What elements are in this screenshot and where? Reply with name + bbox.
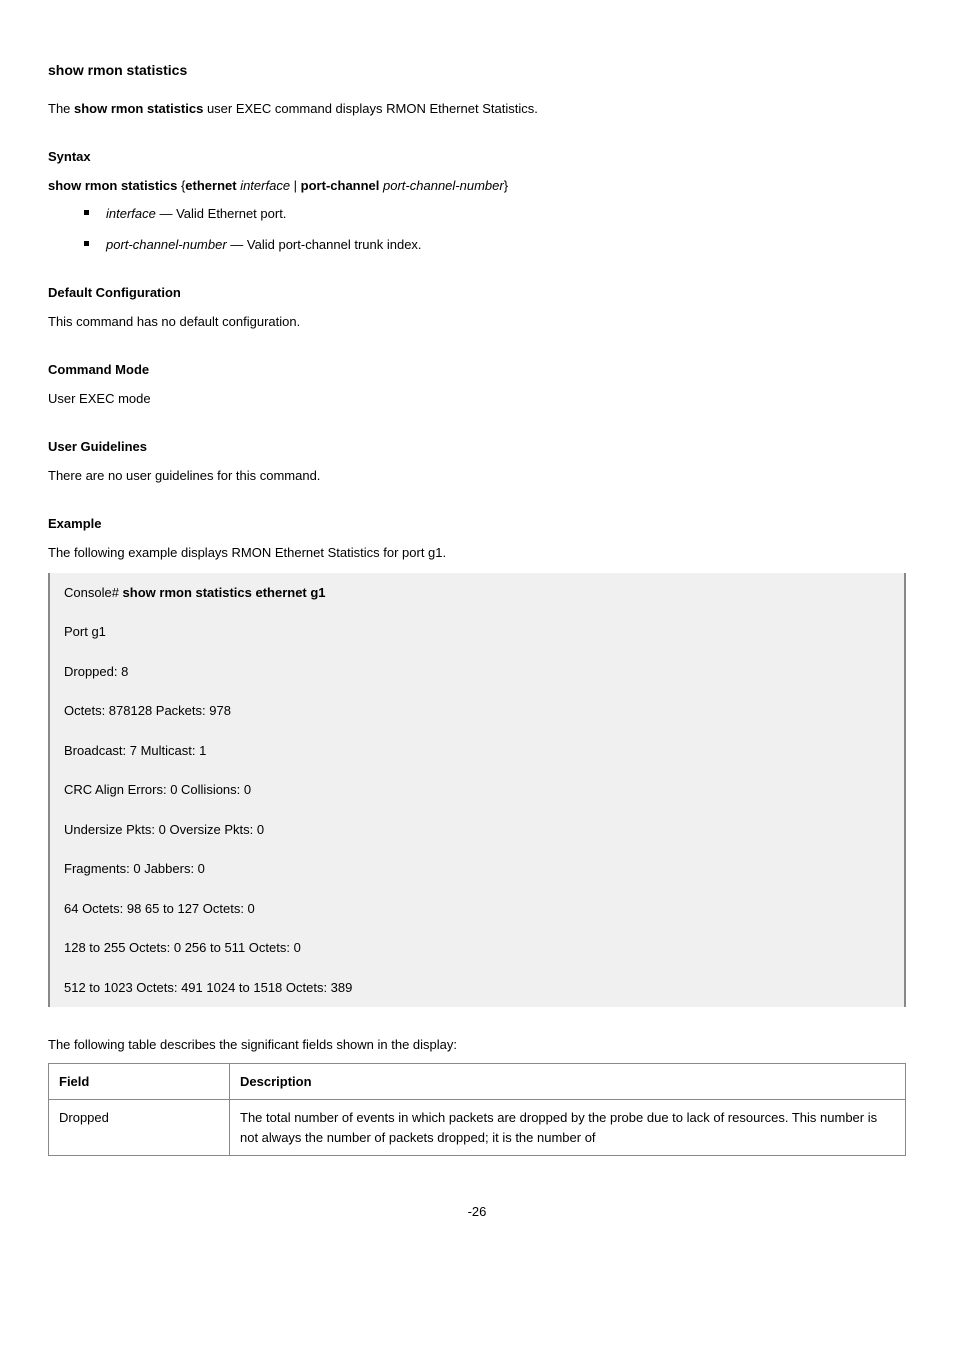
intro-command: show rmon statistics [74,101,203,116]
example-intro: The following example displays RMON Ethe… [48,543,906,563]
example-row: Broadcast: 7 Multicast: 1 [50,731,904,771]
default-config-body: This command has no default configuratio… [48,312,906,332]
console-command: show rmon statistics ethernet g1 [123,585,326,600]
table-header-field: Field [49,1063,230,1100]
syntax-kw-ethernet: ethernet [185,178,236,193]
default-config-heading: Default Configuration [48,283,906,303]
example-row: Dropped: 8 [50,652,904,692]
example-row: CRC Align Errors: 0 Collisions: 0 [50,770,904,810]
option-desc: — Valid Ethernet port. [156,206,287,221]
syntax-option-item: interface — Valid Ethernet port. [84,204,906,224]
example-row: Console# show rmon statistics ethernet g… [50,573,904,613]
table-header-description: Description [230,1063,906,1100]
intro-post: user EXEC command displays RMON Ethernet… [203,101,538,116]
example-row: Undersize Pkts: 0 Oversize Pkts: 0 [50,810,904,850]
syntax-line: show rmon statistics {ethernet interface… [48,176,906,196]
command-title: show rmon statistics [48,60,906,81]
page-footer: -26 [48,1202,906,1222]
command-mode-heading: Command Mode [48,360,906,380]
syntax-pipe: | [290,178,301,193]
example-row: Fragments: 0 Jabbers: 0 [50,849,904,889]
syntax-option-item: port-channel-number — Valid port-channel… [84,235,906,255]
command-mode-body: User EXEC mode [48,389,906,409]
intro-paragraph: The show rmon statistics user EXEC comma… [48,99,906,119]
example-row: Octets: 878128 Packets: 978 [50,691,904,731]
table-intro: The following table describes the signif… [48,1035,906,1055]
syntax-arg-pcn: port-channel-number [379,178,503,193]
table-header-row: Field Description [49,1063,906,1100]
syntax-brace-close: } [504,178,508,193]
example-output-box: Console# show rmon statistics ethernet g… [48,573,906,1008]
option-desc: — Valid port-channel trunk index. [227,237,422,252]
syntax-options-list: interface — Valid Ethernet port. port-ch… [48,204,906,255]
console-prompt: Console# [64,585,123,600]
example-row: 64 Octets: 98 65 to 127 Octets: 0 [50,889,904,929]
option-name: interface [106,206,156,221]
user-guidelines-heading: User Guidelines [48,437,906,457]
syntax-cmd: show rmon statistics [48,178,177,193]
intro-pre: The [48,101,74,116]
user-guidelines-body: There are no user guidelines for this co… [48,466,906,486]
syntax-kw-portchannel: port-channel [301,178,380,193]
syntax-arg-interface: interface [237,178,290,193]
example-row: Port g1 [50,612,904,652]
example-heading: Example [48,514,906,534]
table-row: Dropped The total number of events in wh… [49,1100,906,1156]
example-row: 512 to 1023 Octets: 491 1024 to 1518 Oct… [50,968,904,1008]
example-row: 128 to 255 Octets: 0 256 to 511 Octets: … [50,928,904,968]
fields-table: Field Description Dropped The total numb… [48,1063,906,1157]
option-name: port-channel-number [106,237,227,252]
table-cell-field: Dropped [49,1100,230,1156]
syntax-heading: Syntax [48,147,906,167]
table-cell-description: The total number of events in which pack… [230,1100,906,1156]
